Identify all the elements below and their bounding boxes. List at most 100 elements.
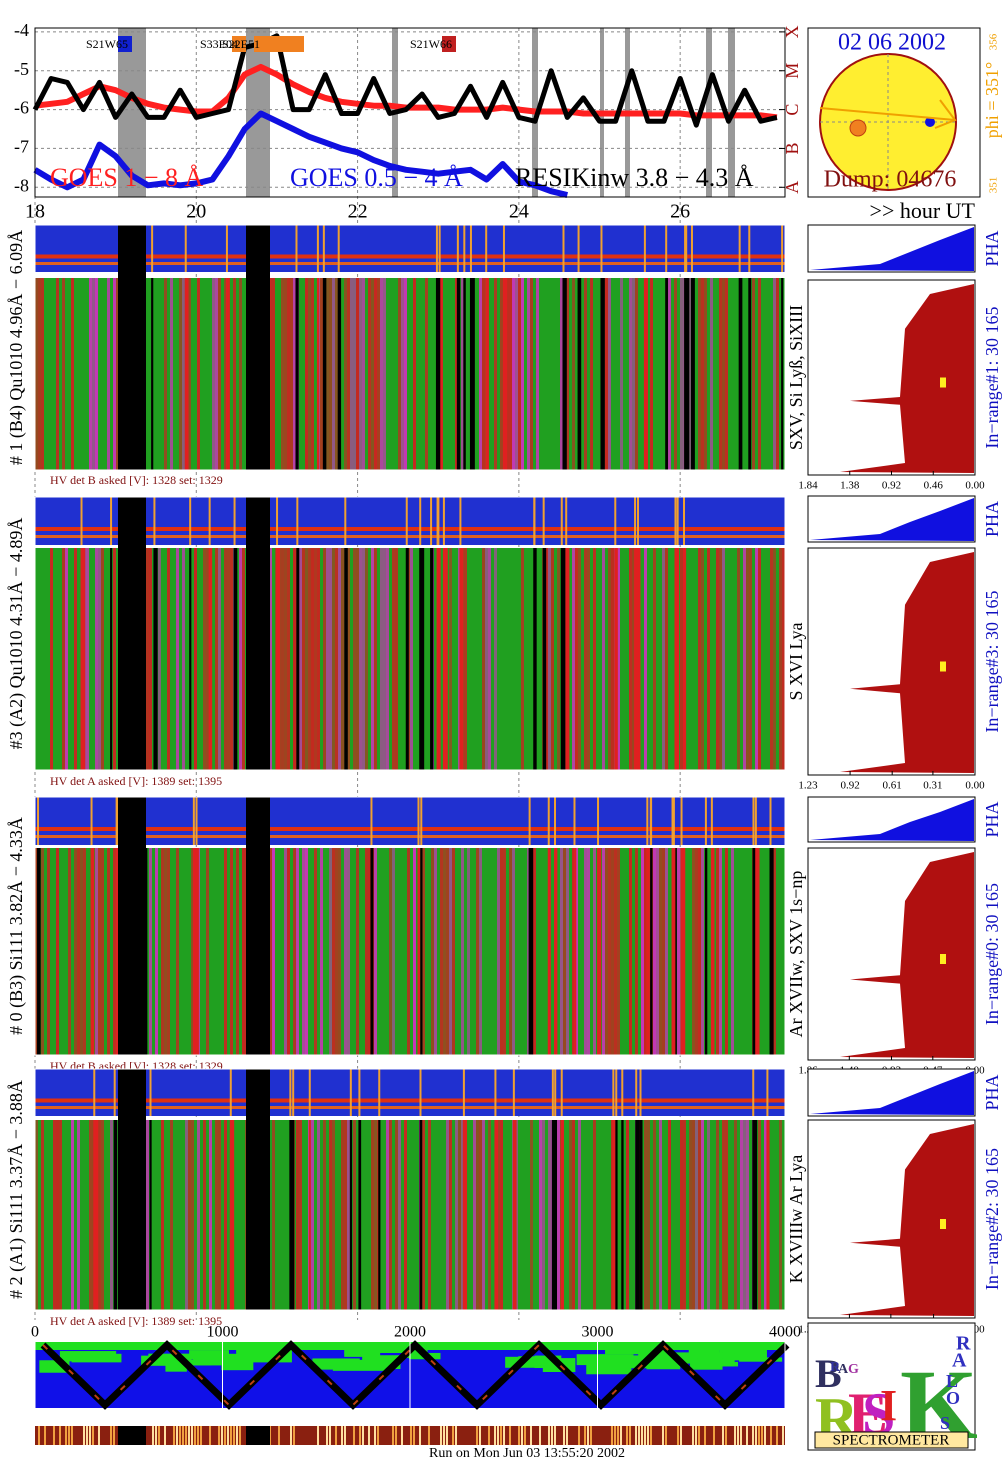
spectrogram-cell: [551, 548, 554, 770]
spectrogram-cell: [539, 1120, 542, 1310]
logo-letter: G: [848, 1362, 859, 1377]
strip-stripe: [690, 225, 693, 272]
bin-plot-cell: [148, 1353, 195, 1360]
spectrogram-cell: [629, 278, 632, 470]
spectrogram-cell: [218, 1120, 221, 1310]
spectrogram-stripe: [738, 278, 743, 470]
strip-stripe: [554, 797, 557, 845]
strip-stripe: [229, 1069, 232, 1116]
spectrogram-cell: [362, 278, 365, 470]
strip-stripe: [528, 797, 531, 845]
count-strip-cell: [53, 1426, 55, 1445]
spectrogram-stripe: [463, 278, 466, 470]
bin-plot-cell: [505, 1356, 558, 1368]
spectrogram-cell: [659, 1120, 662, 1310]
spectrogram-cell: [527, 848, 530, 1055]
spectrogram-cell: [521, 548, 524, 770]
spectrogram-cell: [377, 278, 380, 470]
spectrogram-cell: [776, 278, 779, 470]
count-strip-cell: [518, 1426, 520, 1445]
spectrogram-cell: [719, 548, 722, 770]
spectrogram-cell: [68, 848, 71, 1055]
x-tick-label: 24: [509, 201, 529, 223]
count-strip-cell: [374, 1426, 376, 1445]
spectrogram-cell: [629, 548, 632, 770]
count-strip-cell: [662, 1426, 664, 1445]
spectrogram-cell: [431, 848, 434, 1055]
spectrogram-cell: [116, 278, 119, 470]
spectrogram-stripe: [459, 548, 464, 770]
spectrogram-cell: [557, 1120, 560, 1310]
spectrogram-cell: [326, 278, 329, 470]
annotation: S33E04: [200, 37, 238, 51]
spectrogram-cell: [179, 278, 182, 470]
spectrogram-cell: [71, 278, 74, 470]
spectrogram-cell: [560, 848, 563, 1055]
spectrogram-cell: [215, 548, 218, 770]
count-strip-cell: [317, 1426, 319, 1445]
bin-plot-cell: [646, 1357, 681, 1370]
spectrogram-cell: [743, 1120, 746, 1310]
strip-stripe: [316, 225, 319, 272]
spectrogram-cell: [626, 1120, 629, 1310]
spectrogram-cell: [779, 548, 782, 770]
spectrogram-cell: [590, 278, 593, 470]
spectrogram-stripe: [680, 848, 686, 1055]
bin-plot-cell: [71, 1353, 122, 1363]
count-strip-cell: [740, 1426, 742, 1445]
count-strip-cell: [344, 1426, 346, 1445]
spectrogram-cell: [74, 848, 77, 1055]
spectrogram-cell: [305, 548, 308, 770]
count-strip-cell: [83, 1426, 85, 1445]
spectrogram-cell: [461, 278, 464, 470]
spectrogram-cell: [782, 548, 785, 770]
spectrogram-cell: [302, 548, 305, 770]
count-strip-cell: [362, 1426, 364, 1445]
spectrogram-cell: [395, 1120, 398, 1310]
spectrogram-cell: [164, 278, 167, 470]
count-strip-cell: [635, 1426, 637, 1445]
spectrogram-stripe: [614, 548, 618, 770]
spectrogram-stripe: [308, 1120, 311, 1310]
line-label: SXV, Si Lyß, SiXIII: [786, 305, 806, 450]
spectrogram-cell: [566, 848, 569, 1055]
strip-stripe: [615, 1069, 618, 1116]
spectrogram-cell: [332, 278, 335, 470]
pha-label: PHA: [982, 801, 1002, 837]
spectrogram-cell: [146, 1120, 149, 1310]
legend-entry: GOES 0.5 − 4 Å: [290, 163, 463, 192]
spectrogram-cell: [95, 548, 98, 770]
spectrogram-cell: [305, 278, 308, 470]
spectrogram-cell: [635, 848, 638, 1055]
count-strip-cell: [503, 1426, 505, 1445]
spectrogram-stripe: [344, 548, 348, 770]
count-strip-cell: [665, 1426, 667, 1445]
bottom-tick-label: 2000: [394, 1324, 426, 1341]
spectrogram-cell: [212, 278, 215, 470]
marker: [940, 954, 946, 964]
strip-stripe: [456, 225, 459, 272]
spectrogram-cell: [461, 1120, 464, 1310]
spectrogram-stripe: [149, 1120, 152, 1310]
spectrogram-cell: [479, 1120, 482, 1310]
spectrogram-stripe: [646, 848, 650, 1055]
count-strip-cell: [758, 1426, 760, 1445]
spectrogram-cell: [758, 278, 761, 470]
spectrogram-cell: [167, 848, 170, 1055]
spectrogram-cell: [566, 278, 569, 470]
spectrogram-cell: [764, 1120, 767, 1310]
spectrogram-cell: [347, 848, 350, 1055]
spectrogram-cell: [413, 278, 416, 470]
strip-stripe: [674, 497, 677, 545]
plot-frame: [34, 27, 786, 198]
spectrogram-cell: [446, 848, 449, 1055]
phi: phi = 351°: [982, 62, 1002, 138]
spectrogram-cell: [680, 548, 683, 770]
spectrogram-cell: [374, 548, 377, 770]
spectrogram-cell: [218, 278, 221, 470]
spectrogram-cell: [98, 1120, 101, 1310]
spectrogram-cell: [74, 548, 77, 770]
disk-frame: [807, 27, 981, 198]
x-tick-label: 26: [670, 201, 690, 223]
count-strip-cell: [239, 1426, 241, 1445]
